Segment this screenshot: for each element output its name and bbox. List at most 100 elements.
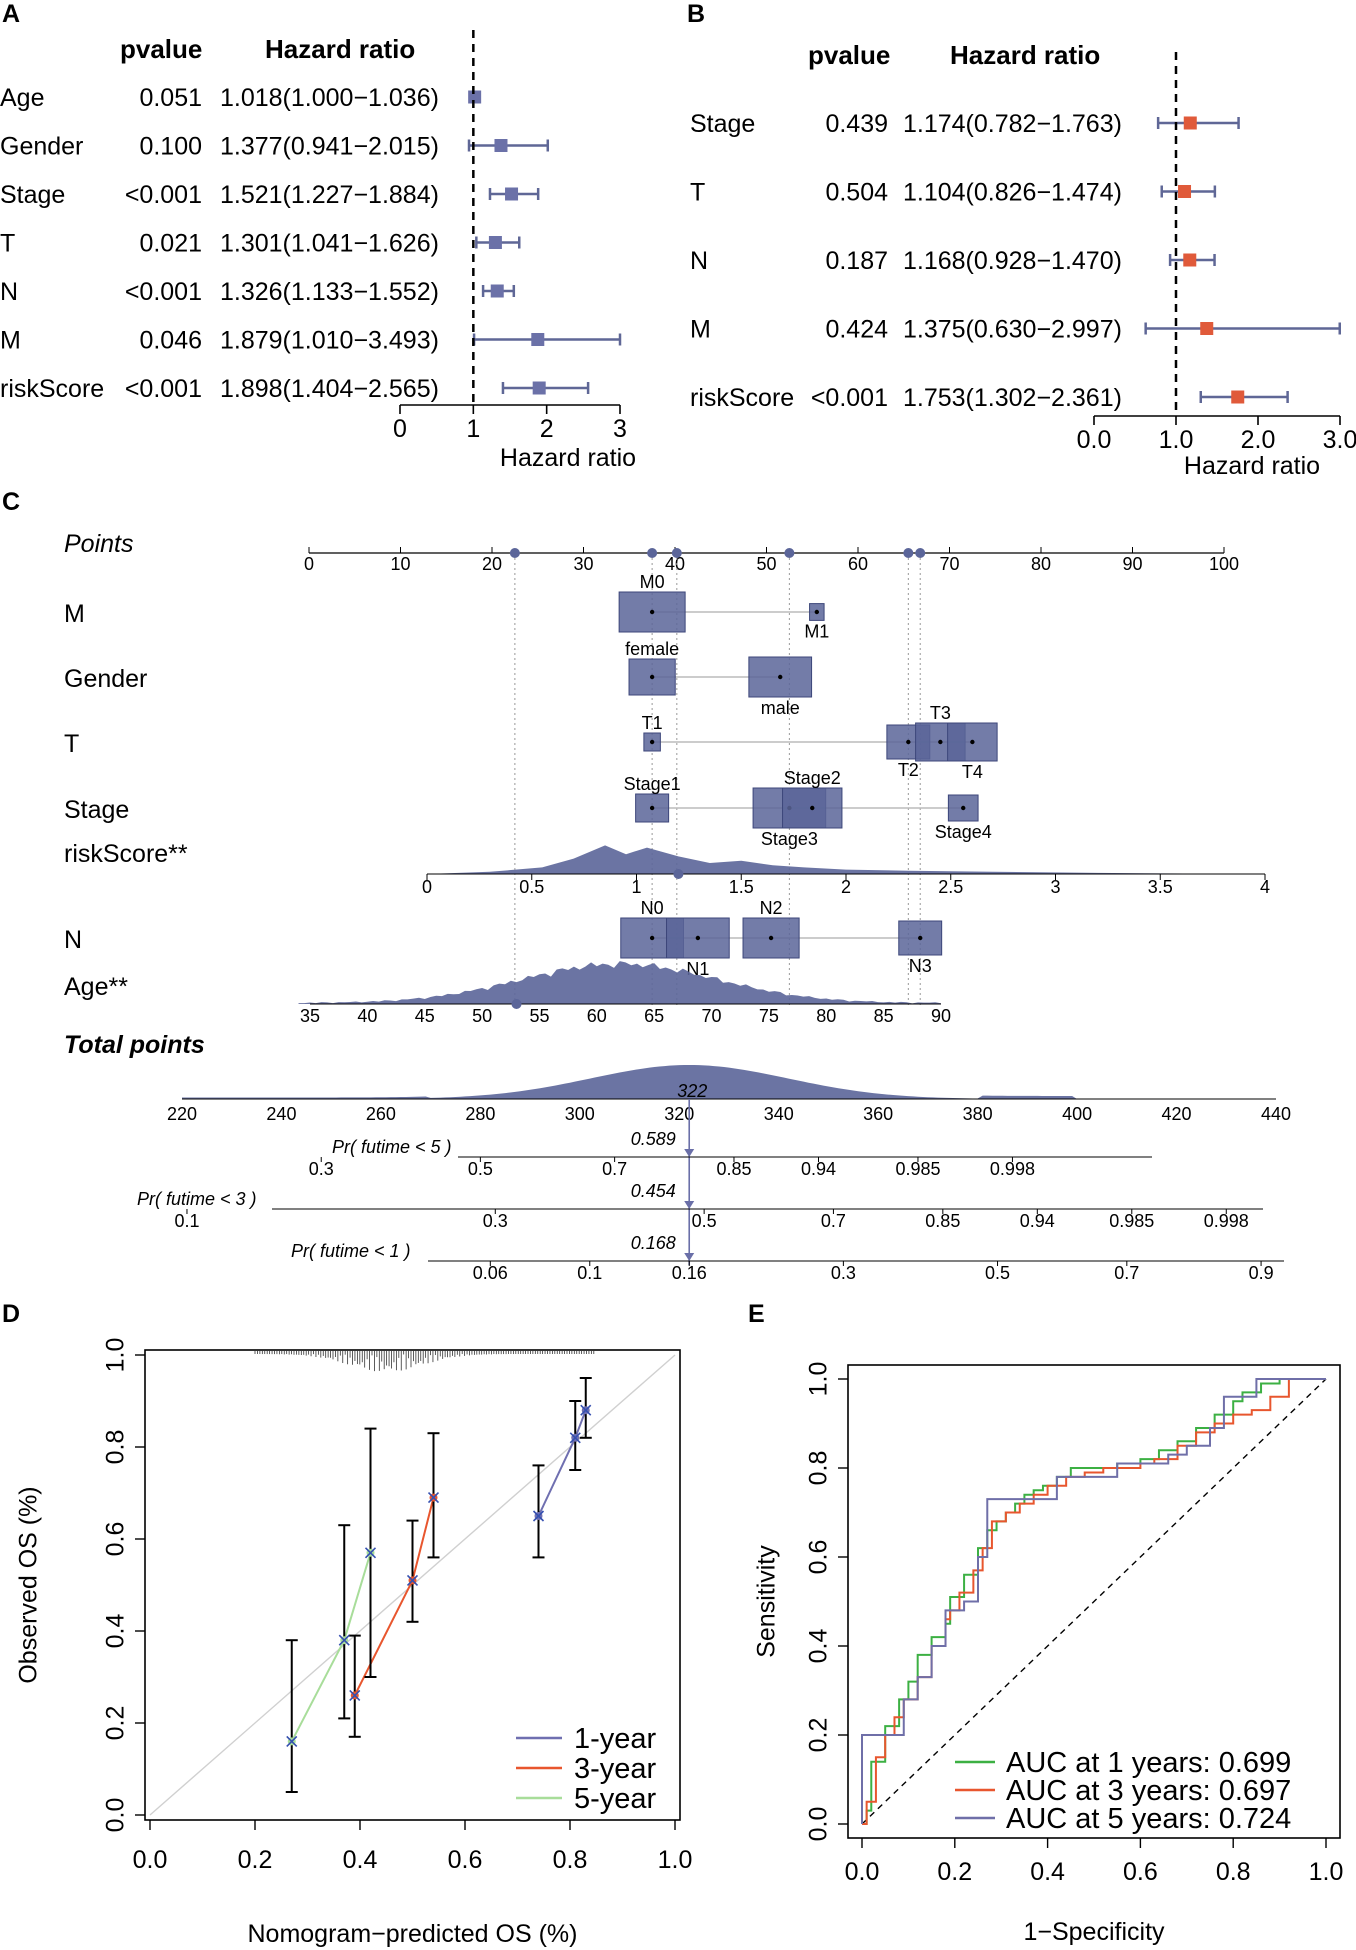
row-hr-text: 1.018(1.000−1.036) (220, 84, 439, 112)
total-points-tick-label: 340 (764, 1104, 794, 1124)
age-tick-label: 70 (702, 1006, 722, 1026)
row-hr-text: 1.377(0.941−2.015) (220, 133, 439, 161)
points-tick-label: 100 (1209, 554, 1239, 574)
probability-tick-label: 0.998 (990, 1159, 1035, 1179)
calibration-line (537, 1409, 587, 1517)
row-label: Age (0, 84, 44, 112)
hr-point (505, 187, 519, 201)
riskscore-tick-label: 2.5 (938, 877, 963, 897)
level-label: T3 (930, 703, 951, 723)
probability-tick-label: 0.94 (1020, 1211, 1055, 1231)
total-points-value: 322 (677, 1081, 707, 1101)
row-pvalue: 0.051 (139, 84, 202, 112)
y-tick-label: 0.4 (102, 1614, 130, 1649)
probability-tick-label: 0.3 (309, 1159, 334, 1179)
hr-point (531, 333, 545, 346)
forest-b-pvalue-header: pvalue (808, 40, 890, 70)
y-tick-label: 0.0 (805, 1807, 833, 1842)
hr-point (468, 90, 482, 104)
level-label: male (761, 698, 800, 718)
age-marker (511, 999, 522, 1009)
points-tick-label: 0 (304, 554, 314, 574)
row-pvalue: <0.001 (125, 375, 202, 403)
hr-point (1231, 390, 1245, 404)
level-label: Stage1 (624, 774, 681, 794)
forest-plot-b: B pvalue Hazard ratio Stage 0.439 1.174(0.… (687, 0, 1356, 480)
level-label: T1 (642, 713, 663, 733)
plot-frame (144, 1349, 681, 1821)
points-marker (509, 548, 520, 558)
total-points-tick-label: 360 (863, 1104, 893, 1124)
age-tick-label: 90 (931, 1006, 951, 1026)
x-tick-label: 0.4 (343, 1846, 378, 1874)
row-label: M (0, 327, 21, 355)
legend-label: AUC at 5 years: 0.724 (1006, 1803, 1291, 1835)
total-points-density (182, 1065, 1276, 1099)
forest-a-hr-header: Hazard ratio (265, 34, 415, 64)
legend-label: 3-year (574, 1753, 657, 1785)
total-points-tick-label: 220 (167, 1104, 197, 1124)
probability-tick-label: 0.998 (1204, 1211, 1249, 1231)
row-label: T (690, 179, 705, 207)
row-pvalue: 0.021 (139, 230, 202, 258)
probability-tick-label: 0.94 (801, 1159, 836, 1179)
age-tick-label: 65 (644, 1006, 664, 1026)
total-points-tick-label: 440 (1261, 1104, 1291, 1124)
probability-tick-label: 0.1 (174, 1211, 199, 1231)
probability-arrow (684, 1149, 695, 1157)
row-hr-text: 1.375(0.630−2.997) (903, 316, 1122, 344)
riskscore-tick-label: 4 (1260, 877, 1270, 897)
hr-point (1178, 185, 1192, 198)
panel-label-a: A (2, 0, 20, 28)
legend-label: 1-year (574, 1723, 657, 1755)
forest-b-hr-header: Hazard ratio (950, 40, 1100, 70)
level-label: N0 (641, 898, 664, 918)
total-points-tick-label: 240 (266, 1104, 296, 1124)
row-label: T (0, 230, 15, 258)
probability-tick-label: 0.3 (483, 1211, 508, 1231)
level-label: female (625, 639, 679, 659)
x-tick-label: 0.0 (1077, 426, 1112, 454)
hr-point (490, 284, 504, 298)
points-tick-label: 20 (482, 554, 502, 574)
level-dot (649, 609, 655, 615)
hr-point (1183, 116, 1197, 130)
row-hr-text: 1.753(1.302−2.361) (903, 384, 1122, 412)
points-marker (647, 548, 658, 558)
y-tick-label: 0.8 (102, 1430, 130, 1465)
level-dot (649, 739, 655, 745)
legend-label: 5-year (574, 1783, 657, 1815)
probability-tick-label: 0.85 (716, 1159, 751, 1179)
level-label: M1 (804, 621, 829, 641)
riskscore-tick-label: 0.5 (519, 877, 544, 897)
probability-tick-label: 0.1 (577, 1263, 602, 1283)
x-axis-title: 1−Specificity (1023, 1918, 1165, 1946)
hr-point (1183, 253, 1197, 267)
level-label: N2 (760, 898, 783, 918)
riskscore-tick-label: 0 (422, 877, 432, 897)
total-points-tick-label: 280 (465, 1104, 495, 1124)
probability-tick-label: 0.5 (985, 1263, 1010, 1283)
y-tick-label: 0.2 (102, 1706, 130, 1741)
calibration-cross (338, 1634, 350, 1646)
riskscore-tick-label: 3 (1050, 877, 1060, 897)
roc-curve (861, 1378, 1326, 1824)
level-dot (938, 739, 943, 745)
row-pvalue: <0.001 (125, 181, 202, 209)
level-label: T2 (898, 760, 919, 780)
riskscore-tick-label: 2 (841, 877, 851, 897)
level-dot (961, 805, 966, 811)
points-tick-label: 70 (939, 554, 959, 574)
points-marker (903, 548, 914, 558)
row-label: N (690, 247, 708, 275)
x-tick-label: 3 (613, 415, 627, 443)
points-tick-label: 90 (1122, 554, 1142, 574)
probability-arrow (684, 1253, 695, 1261)
total-points-label: Total points (64, 1031, 205, 1059)
y-tick-label: 0.4 (805, 1629, 833, 1664)
row-pvalue: 0.424 (825, 316, 888, 344)
y-tick-label: 0.8 (805, 1451, 833, 1486)
probability-tick-label: 0.7 (1114, 1263, 1139, 1283)
probability-tick-label: 0.7 (602, 1159, 627, 1179)
